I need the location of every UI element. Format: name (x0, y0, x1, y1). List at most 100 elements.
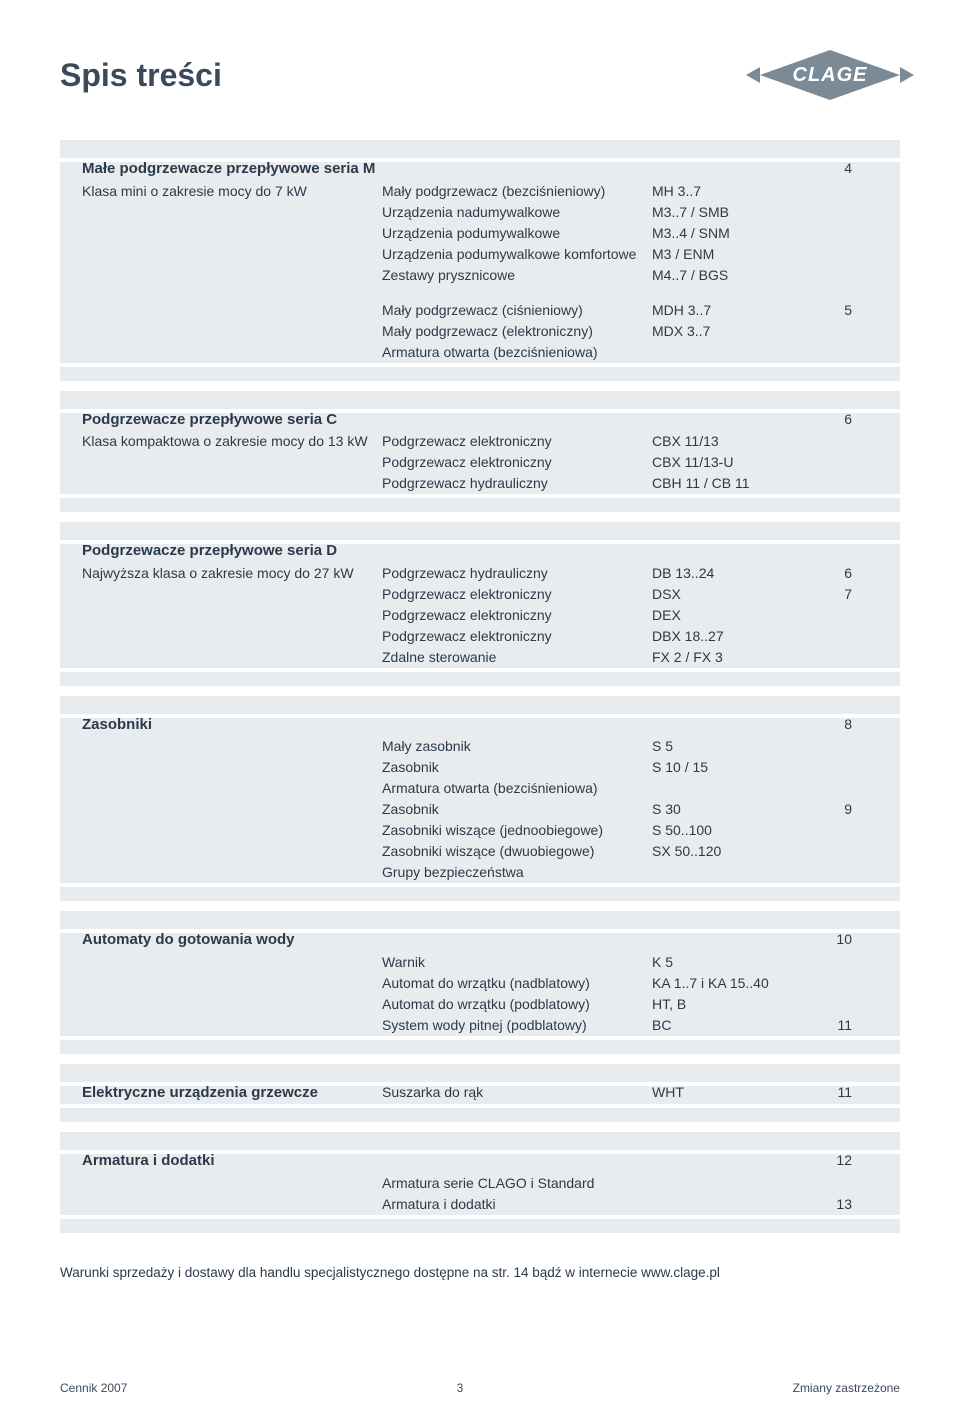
item-model: S 5 (652, 736, 792, 757)
section-page-number: 4 (792, 158, 852, 179)
footer-page-number: 3 (457, 1379, 464, 1397)
brand-logo: CLAGE (760, 50, 900, 100)
item-page-number: 9 (792, 799, 852, 820)
toc-section: Armatura i dodatki 12 Armatura serie CLAGO… (60, 1132, 900, 1233)
item-description: Podgrzewacz elektroniczny (382, 431, 652, 452)
toc-row: WarnikK 5 (82, 952, 878, 973)
item-description: Zasobnik (382, 757, 652, 778)
item-model: DBX 18..27 (652, 626, 792, 647)
toc-row: Najwyższa klasa o zakresie mocy do 27 kW… (82, 563, 878, 584)
toc-row: Podgrzewacz elektronicznyDBX 18..27 (82, 626, 878, 647)
toc-row: Klasa mini o zakresie mocy do 7 kWMały p… (82, 181, 878, 202)
item-model: S 30 (652, 799, 792, 820)
item-description: Mały podgrzewacz (bezciśnieniowy) (382, 181, 652, 202)
item-model: DB 13..24 (652, 563, 792, 584)
toc-row: Armatura otwarta (bezciśnieniowa) (82, 342, 878, 363)
toc-sections: Małe podgrzewacze przepływowe seria M4Kl… (60, 140, 900, 1233)
toc-row: Podgrzewacz hydraulicznyCBH 11 / CB 11 (82, 473, 878, 494)
toc-section: Elektryczne urządzenia grzewczeSuszarka … (60, 1064, 900, 1123)
section-title: Automaty do gotowania wody (82, 929, 382, 952)
item-page-number: 6 (792, 563, 852, 584)
item-model: S 50..100 (652, 820, 792, 841)
section-page-number: 11 (792, 1082, 852, 1103)
section-page-number: 6 (792, 409, 852, 430)
toc-row: Urządzenia podumywalkoweM3..4 / SNM (82, 223, 878, 244)
toc-row: Podgrzewacz elektronicznyCBX 11/13-U (82, 452, 878, 473)
section-page-number: 8 (792, 714, 852, 735)
item-description: Automat do wrzątku (nadblatowy) (382, 973, 652, 994)
section-title: Małe podgrzewacze przepływowe seria M (82, 158, 382, 181)
item-description: Podgrzewacz elektroniczny (382, 626, 652, 647)
toc-row: System wody pitnej (podblatowy)BC11 (82, 1015, 878, 1036)
item-model: M3..7 / SMB (652, 202, 792, 223)
item-model: FX 2 / FX 3 (652, 647, 792, 668)
item-description: Podgrzewacz hydrauliczny (382, 473, 652, 494)
item-model: KA 1..7 i KA 15..40 (652, 973, 792, 994)
toc-row: Zasobniki wiszące (jednoobiegowe)S 50..1… (82, 820, 878, 841)
toc-row: Mały podgrzewacz (ciśnieniowy)MDH 3..75 (82, 300, 878, 321)
page-footer: Cennik 2007 3 Zmiany zastrzeżone (60, 1379, 900, 1397)
toc-row: Grupy bezpieczeństwa (82, 862, 878, 883)
toc-row: ZasobnikS 309 (82, 799, 878, 820)
section-title: Elektryczne urządzenia grzewcze (82, 1082, 382, 1105)
section-page-number: 12 (792, 1150, 852, 1171)
item-page-number: 13 (792, 1194, 852, 1215)
toc-row: Mały podgrzewacz (elektroniczny)MDX 3..7 (82, 321, 878, 342)
item-model: SX 50..120 (652, 841, 792, 862)
toc-row: Urządzenia podumywalkowe komfortoweM3 / … (82, 244, 878, 265)
footer-right: Zmiany zastrzeżone (793, 1379, 900, 1397)
toc-row: ZasobnikS 10 / 15 (82, 757, 878, 778)
item-description: Urządzenia podumywalkowe (382, 223, 652, 244)
section-title: Podgrzewacze przepływowe seria D (82, 540, 382, 563)
section-title-row: Armatura i dodatki 12 (82, 1150, 878, 1173)
footnote-text: Warunki sprzedaży i dostawy dla handlu s… (60, 1263, 900, 1283)
toc-row: Armatura i dodatki 13 (82, 1194, 878, 1215)
toc-section: Automaty do gotowania wody10WarnikK 5Aut… (60, 911, 900, 1054)
item-description: Armatura otwarta (bezciśnieniowa) (382, 778, 652, 799)
item-model: M3 / ENM (652, 244, 792, 265)
item-description: Urządzenia nadumywalkowe (382, 202, 652, 223)
section-title: Podgrzewacze przepływowe seria C (82, 409, 382, 432)
section-title-row: Elektryczne urządzenia grzewczeSuszarka … (82, 1082, 878, 1105)
item-description: Urządzenia podumywalkowe komfortowe (382, 244, 652, 265)
toc-row: Zestawy prysznicoweM4..7 / BGS (82, 265, 878, 286)
page-title: Spis treści (60, 51, 222, 99)
item-description: Warnik (382, 952, 652, 973)
item-model: BC (652, 1015, 792, 1036)
section-title-row: Podgrzewacze przepływowe seria D (82, 540, 878, 563)
toc-row: Automat do wrzątku (podblatowy)HT, B (82, 994, 878, 1015)
item-description: Grupy bezpieczeństwa (382, 862, 652, 883)
item-model: M3..4 / SNM (652, 223, 792, 244)
item-model: CBH 11 / CB 11 (652, 473, 792, 494)
item-description: Armatura serie CLAGO i Standard (382, 1173, 652, 1194)
item-model: S 10 / 15 (652, 757, 792, 778)
toc-section: Małe podgrzewacze przepływowe seria M4Kl… (60, 140, 900, 381)
item-description: Mały podgrzewacz (ciśnieniowy) (382, 300, 652, 321)
toc-row: Armatura otwarta (bezciśnieniowa) (82, 778, 878, 799)
section-subtitle: Najwyższa klasa o zakresie mocy do 27 kW (82, 563, 382, 584)
toc-row: Klasa kompaktowa o zakresie mocy do 13 k… (82, 431, 878, 452)
toc-row: Zdalne sterowanieFX 2 / FX 3 (82, 647, 878, 668)
section-subtitle: Klasa kompaktowa o zakresie mocy do 13 k… (82, 431, 382, 452)
toc-row: Zasobniki wiszące (dwuobiegowe)SX 50..12… (82, 841, 878, 862)
item-description: Mały podgrzewacz (elektroniczny) (382, 321, 652, 342)
item-model: DSX (652, 584, 792, 605)
toc-row: Armatura serie CLAGO i Standard (82, 1173, 878, 1194)
section-page-number: 10 (792, 929, 852, 950)
item-model: K 5 (652, 952, 792, 973)
item-description: Zasobniki wiszące (dwuobiegowe) (382, 841, 652, 862)
item-model: WHT (652, 1082, 792, 1103)
section-title: Armatura i dodatki (82, 1150, 382, 1173)
item-description: System wody pitnej (podblatowy) (382, 1015, 652, 1036)
item-page-number: 11 (792, 1015, 852, 1036)
page-header: Spis treści CLAGE (60, 50, 900, 100)
section-title-row: Małe podgrzewacze przepływowe seria M 4 (82, 158, 878, 181)
item-description: Suszarka do rąk (382, 1082, 652, 1103)
item-description: Zestawy prysznicowe (382, 265, 652, 286)
item-description: Armatura i dodatki (382, 1194, 652, 1215)
footer-left: Cennik 2007 (60, 1379, 127, 1397)
item-model: CBX 11/13-U (652, 452, 792, 473)
item-description: Armatura otwarta (bezciśnieniowa) (382, 342, 652, 363)
section-title-row: Zasobniki8 (82, 714, 878, 737)
section-subtitle: Klasa mini o zakresie mocy do 7 kW (82, 181, 382, 202)
